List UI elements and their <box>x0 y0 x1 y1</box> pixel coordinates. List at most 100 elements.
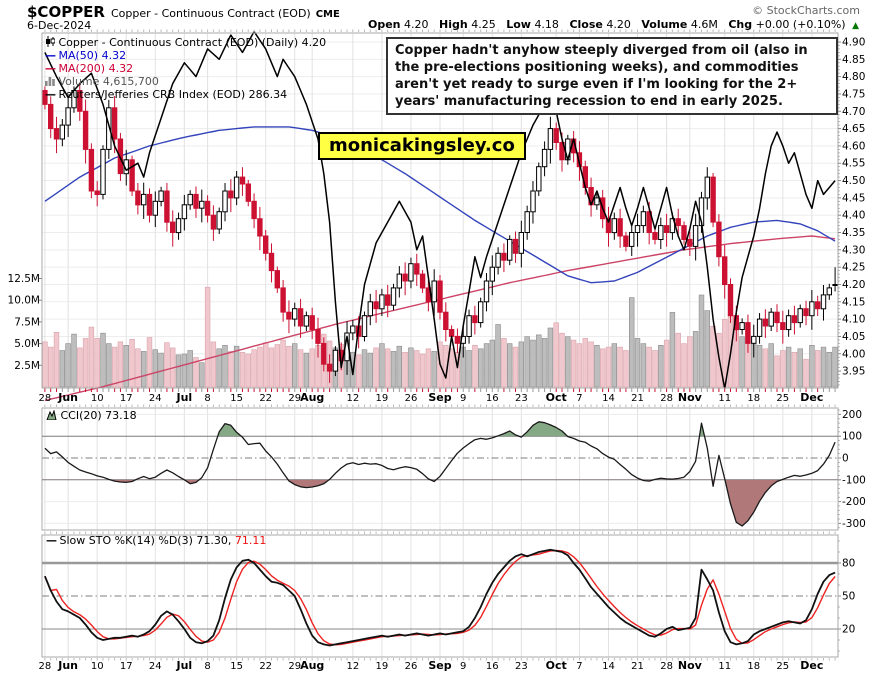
svg-text:12.5M: 12.5M <box>8 273 40 285</box>
svg-text:Aug: Aug <box>300 391 324 404</box>
annotation-line: the pre-elections positioning weeks), an… <box>395 60 799 75</box>
svg-text:4.35: 4.35 <box>842 227 865 239</box>
svg-text:26: 26 <box>405 393 418 404</box>
chg-value: +0.00 (+0.10%) <box>755 18 846 31</box>
svg-text:Aug: Aug <box>300 659 324 672</box>
svg-text:4.30: 4.30 <box>842 244 865 256</box>
svg-text:25: 25 <box>776 661 789 672</box>
svg-text:2.5M: 2.5M <box>14 360 40 372</box>
svg-text:5.0M: 5.0M <box>14 338 40 350</box>
svg-text:Jul: Jul <box>175 659 192 672</box>
svg-text:-100: -100 <box>842 474 866 486</box>
svg-text:29: 29 <box>288 661 301 672</box>
up-triangle-icon: ▲ <box>852 21 859 31</box>
crb-swatch: — <box>45 88 56 101</box>
volume-value: 4.6M <box>690 18 718 31</box>
svg-text:29: 29 <box>288 393 301 404</box>
svg-text:7: 7 <box>576 393 582 404</box>
svg-text:Nov: Nov <box>678 659 703 672</box>
svg-text:28: 28 <box>39 393 52 404</box>
svg-text:14: 14 <box>602 393 615 404</box>
close-value: 4.20 <box>606 18 631 31</box>
svg-text:28: 28 <box>39 661 52 672</box>
cci-icon <box>46 409 57 423</box>
svg-text:0: 0 <box>842 453 849 465</box>
svg-text:22: 22 <box>259 393 272 404</box>
svg-text:Sep: Sep <box>428 659 451 672</box>
open-label: Open <box>367 18 401 31</box>
svg-text:100: 100 <box>842 431 862 443</box>
svg-text:4.15: 4.15 <box>842 296 865 308</box>
close-label: Close <box>569 18 603 31</box>
chart-header: $COPPER Copper - Continuous Contract (EOD… <box>27 2 340 21</box>
svg-text:24: 24 <box>149 393 162 404</box>
cci-legend: CCI(20) 73.18 <box>46 409 137 423</box>
svg-text:Oct: Oct <box>546 659 567 672</box>
svg-text:4.70: 4.70 <box>842 106 865 118</box>
legend-crb: — Reuters/Jefferies CRB Index (EOD) 286.… <box>45 88 287 101</box>
svg-text:20: 20 <box>842 624 855 636</box>
svg-text:22: 22 <box>259 661 272 672</box>
svg-text:4.40: 4.40 <box>842 210 865 222</box>
chart-title: Copper - Continuous Contract (EOD) <box>110 7 311 20</box>
svg-text:14: 14 <box>602 661 615 672</box>
annotation-line: Copper hadn't anyhow steeply diverged fr… <box>395 43 808 58</box>
svg-text:4.60: 4.60 <box>842 140 865 152</box>
svg-text:9: 9 <box>460 661 466 672</box>
svg-text:15: 15 <box>230 661 243 672</box>
svg-text:21: 21 <box>631 661 644 672</box>
svg-text:28: 28 <box>660 393 673 404</box>
candlesticks <box>42 82 838 383</box>
svg-text:24: 24 <box>149 661 162 672</box>
svg-text:10: 10 <box>91 661 104 672</box>
candlestick-icon <box>45 36 56 50</box>
svg-text:4.10: 4.10 <box>842 314 865 326</box>
svg-text:Oct: Oct <box>546 391 567 404</box>
high-value: 4.25 <box>471 18 496 31</box>
svg-text:11: 11 <box>718 661 731 672</box>
svg-text:9: 9 <box>460 393 466 404</box>
svg-text:7.5M: 7.5M <box>14 316 40 328</box>
svg-text:50: 50 <box>842 591 855 603</box>
legend-ma200: — MA(200) 4.32 <box>45 62 133 75</box>
copyright: © StockCharts.com <box>752 4 860 17</box>
svg-text:26: 26 <box>405 661 418 672</box>
svg-text:21: 21 <box>631 393 644 404</box>
volume-label: Volume <box>641 18 688 31</box>
svg-text:16: 16 <box>486 393 499 404</box>
svg-text:4.00: 4.00 <box>842 348 865 360</box>
svg-text:10.0M: 10.0M <box>8 295 40 307</box>
ma50-swatch: — <box>45 49 56 62</box>
svg-text:Jul: Jul <box>175 391 192 404</box>
open-value: 4.20 <box>404 18 429 31</box>
svg-text:12: 12 <box>346 661 359 672</box>
svg-text:17: 17 <box>120 393 133 404</box>
svg-text:4.25: 4.25 <box>842 262 865 274</box>
legend-volume: Volume 4,615,700 <box>45 75 159 89</box>
svg-text:4.20: 4.20 <box>842 279 865 291</box>
svg-text:4.65: 4.65 <box>842 123 865 135</box>
svg-text:4.75: 4.75 <box>842 88 865 100</box>
svg-text:4.50: 4.50 <box>842 175 865 187</box>
svg-text:25: 25 <box>776 393 789 404</box>
svg-text:Nov: Nov <box>678 391 703 404</box>
svg-text:4.90: 4.90 <box>842 37 865 49</box>
sto-k-swatch: — <box>46 534 57 547</box>
watermark-badge: monicakingsley.co <box>318 132 526 160</box>
svg-text:11: 11 <box>718 393 731 404</box>
svg-text:23: 23 <box>515 661 528 672</box>
svg-text:28: 28 <box>660 661 673 672</box>
low-label: Low <box>506 18 531 31</box>
ma200-swatch: — <box>45 62 56 75</box>
svg-text:10: 10 <box>91 393 104 404</box>
annotation-line: years' manufacturing recession to end in… <box>395 94 783 109</box>
svg-text:23: 23 <box>515 393 528 404</box>
high-label: High <box>439 18 468 31</box>
chart-date: 6-Dec-2024 <box>27 19 92 32</box>
svg-text:7: 7 <box>576 661 582 672</box>
legend-volume-label: Volume 4,615,700 <box>58 75 159 88</box>
chg-label: Chg <box>728 18 753 31</box>
legend-series: Copper - Continuous Contract (EOD) (Dail… <box>45 36 326 50</box>
svg-text:-300: -300 <box>842 518 866 530</box>
